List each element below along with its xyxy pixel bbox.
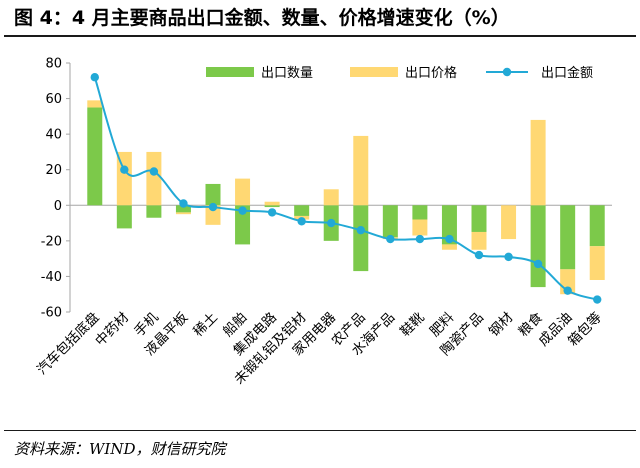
amount-point [179,199,188,208]
legend-price-label: 出口价格 [405,65,457,81]
quantity-bar [235,205,251,245]
quantity-bar [412,205,428,220]
y-tick-label: 20 [45,163,62,178]
quantity-bar [87,107,103,206]
x-category-label: 钢材 [486,310,516,340]
x-category-label: 中药材 [92,310,132,350]
legend-amount-label: 出口金额 [541,65,593,81]
bar-layer [87,100,605,295]
amount-point [297,217,306,226]
price-bar [589,246,605,280]
amount-point [504,252,513,262]
price-bar [501,205,517,240]
quantity-bar [382,205,398,238]
quantity-bar [353,205,369,272]
quantity-bar [441,205,457,245]
price-bar [175,212,191,215]
chart-title: 图 4：4 月主要商品出口金额、数量、价格增速变化（%） [14,7,510,29]
quantity-bar [589,205,605,247]
amount-point [120,165,129,174]
price-bar [530,119,546,206]
amount-point [267,208,277,217]
legend-quantity-swatch [206,67,254,77]
amount-point [327,218,336,228]
price-bar [235,178,251,206]
y-tick-label: 40 [45,128,62,143]
source-note: 资料来源：WIND，财信研究院 [14,440,226,458]
price-bar [87,100,103,108]
amount-point [149,167,159,176]
y-tick-label: -60 [41,306,62,321]
amount-point [533,259,543,269]
quantity-bar [471,205,487,232]
price-bar [116,151,132,206]
amount-point [238,206,247,215]
x-category-label: 鞋靴 [397,310,427,340]
price-bar [441,244,457,250]
price-bar [412,219,428,236]
price-bar [323,189,339,206]
amount-point [593,295,602,304]
price-bar [471,231,487,250]
price-bar [146,151,162,206]
amount-point [445,234,454,244]
x-category-label: 稀土 [190,310,220,340]
price-bar [353,135,369,206]
legend-price-swatch [350,67,398,77]
amount-point [563,286,572,295]
amount-line [93,76,598,301]
amount-point [474,250,484,260]
legend: 出口数量 出口价格 出口金额 [206,65,593,81]
quantity-bar [530,205,546,288]
amount-point [415,234,425,244]
price-bar [264,201,280,206]
footer-rule [4,430,636,431]
quantity-bar [116,205,132,229]
quantity-bar [205,183,221,206]
quantity-bar [264,205,280,208]
y-tick-label: -20 [41,234,62,249]
legend-quantity-label: 出口数量 [261,66,313,81]
quantity-bar [294,205,310,216]
amount-point [356,225,365,235]
quantity-bar [560,205,576,270]
legend-amount-marker [502,67,512,77]
amount-point [386,234,395,244]
y-tick-label: 60 [45,92,62,107]
amount-point [208,202,218,212]
line-layer [90,73,602,304]
y-tick-label: 80 [45,57,62,72]
quantity-bar [175,205,191,213]
price-bar [205,205,221,225]
y-tick-label: -40 [41,270,62,285]
amount-point [90,73,99,82]
y-tick-label: 0 [54,199,62,214]
quantity-bar [146,205,162,218]
title-rule [4,35,636,37]
x-category-label: 箱包等 [564,309,605,350]
